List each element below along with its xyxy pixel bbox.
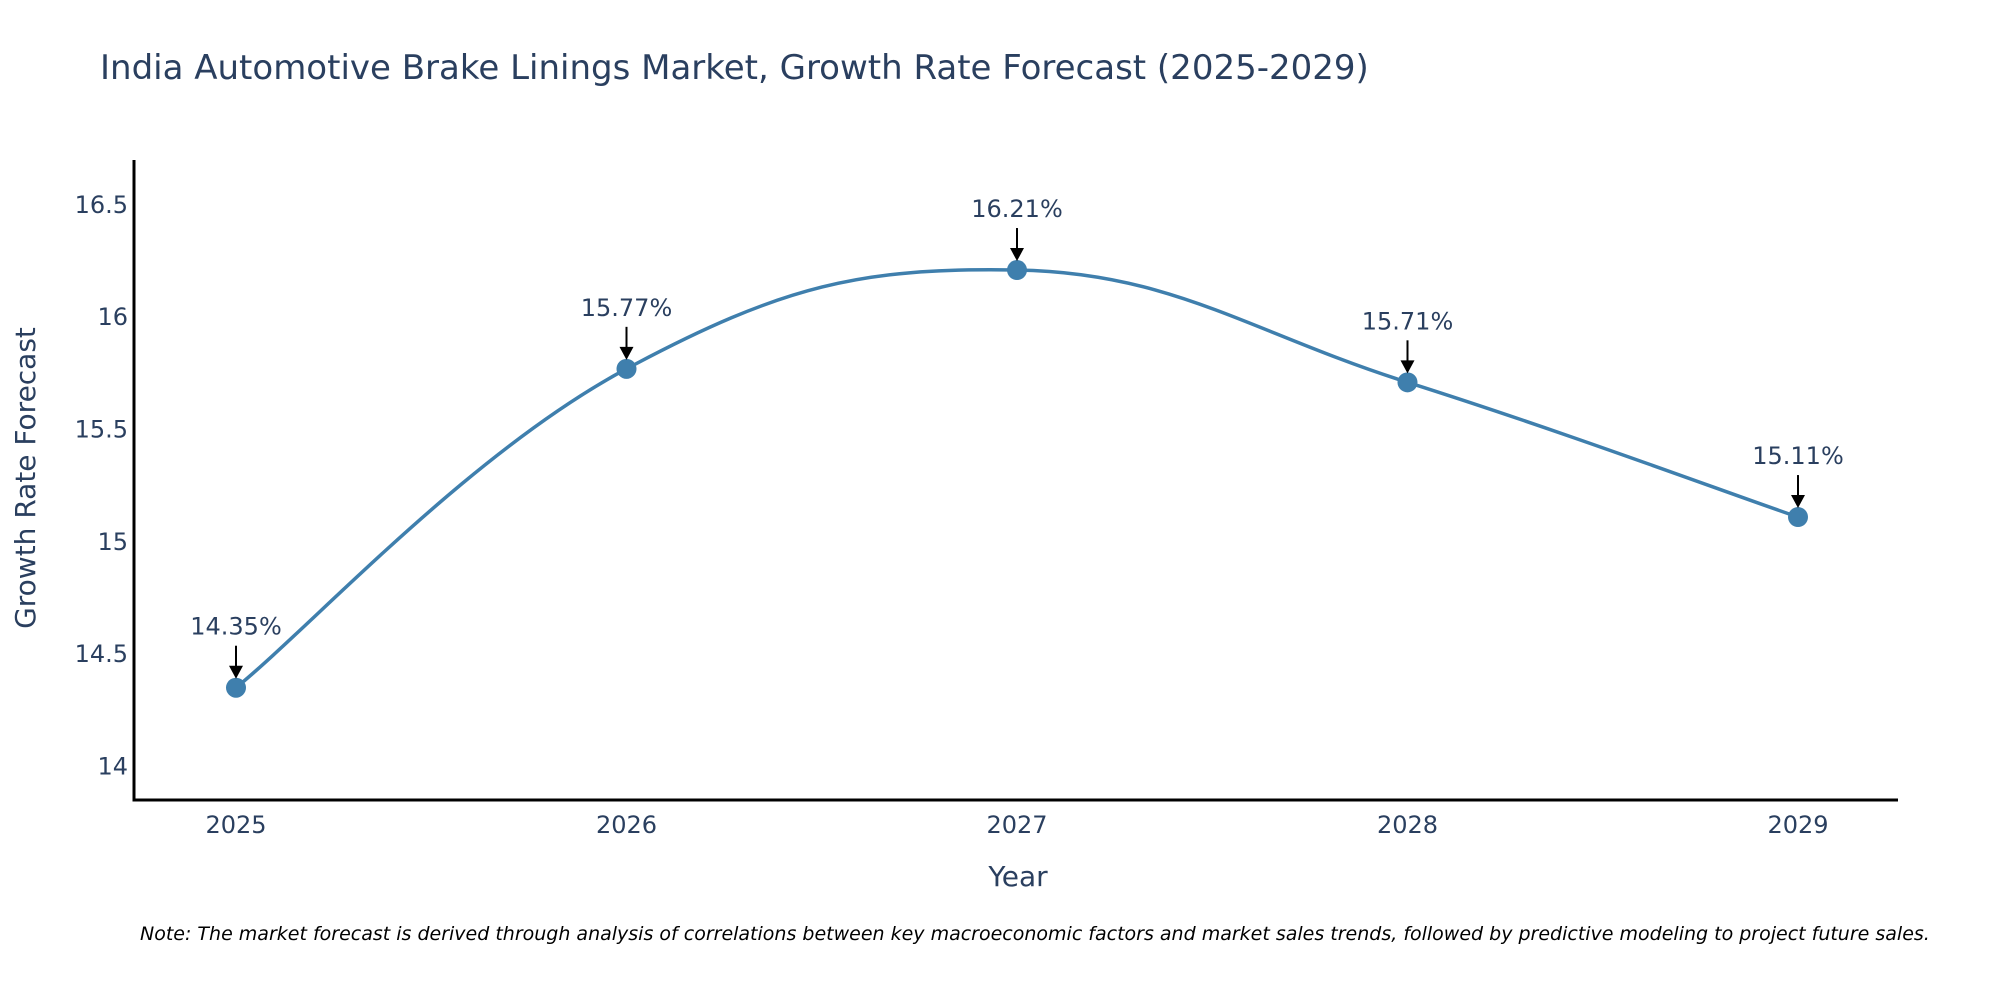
- annotation-arrow-head: [1010, 248, 1024, 262]
- y-tick-label: 15.5: [75, 415, 128, 443]
- chart-title: India Automotive Brake Linings Market, G…: [100, 48, 1369, 88]
- y-axis-title: Growth Rate Forecast: [9, 327, 42, 629]
- y-tick-label: 14.5: [75, 640, 128, 668]
- data-annotations: 14.35% 15.77% 16.21% 15.71% 15.11%: [190, 195, 1844, 679]
- annotation-arrow-head: [229, 665, 243, 679]
- data-point: [1397, 372, 1418, 393]
- data-label: 15.11%: [1752, 442, 1844, 470]
- series-line: [234, 268, 1799, 690]
- data-label: 15.77%: [581, 294, 673, 322]
- data-point: [1788, 507, 1808, 528]
- y-axis-ticks: 14 14.5 15 15.5 16 16.5: [75, 191, 128, 780]
- x-tick-label: 2027: [986, 811, 1047, 839]
- x-axis-title: Year: [987, 860, 1048, 893]
- y-tick-label: 16: [97, 303, 128, 331]
- y-tick-label: 15: [97, 528, 128, 556]
- x-axis-ticks: 2025 2026 2027 2028 2029: [205, 811, 1828, 839]
- data-points: [226, 260, 1808, 698]
- x-tick-label: 2029: [1767, 811, 1828, 839]
- data-label: 14.35%: [190, 613, 282, 641]
- data-label: 15.71%: [1362, 307, 1454, 335]
- y-tick-label: 14: [97, 752, 128, 780]
- data-point: [1007, 260, 1027, 281]
- annotation-arrow-head: [1791, 495, 1805, 509]
- data-point: [616, 358, 637, 379]
- annotation-arrow-head: [619, 346, 634, 360]
- x-tick-label: 2028: [1377, 811, 1438, 839]
- y-tick-label: 16.5: [75, 191, 128, 219]
- x-tick-label: 2026: [596, 811, 657, 839]
- footnote: Note: The market forecast is derived thr…: [140, 923, 1930, 945]
- data-label: 16.21%: [971, 195, 1063, 223]
- x-tick-label: 2025: [205, 811, 266, 839]
- data-point: [226, 677, 246, 698]
- annotation-arrow-head: [1400, 360, 1415, 374]
